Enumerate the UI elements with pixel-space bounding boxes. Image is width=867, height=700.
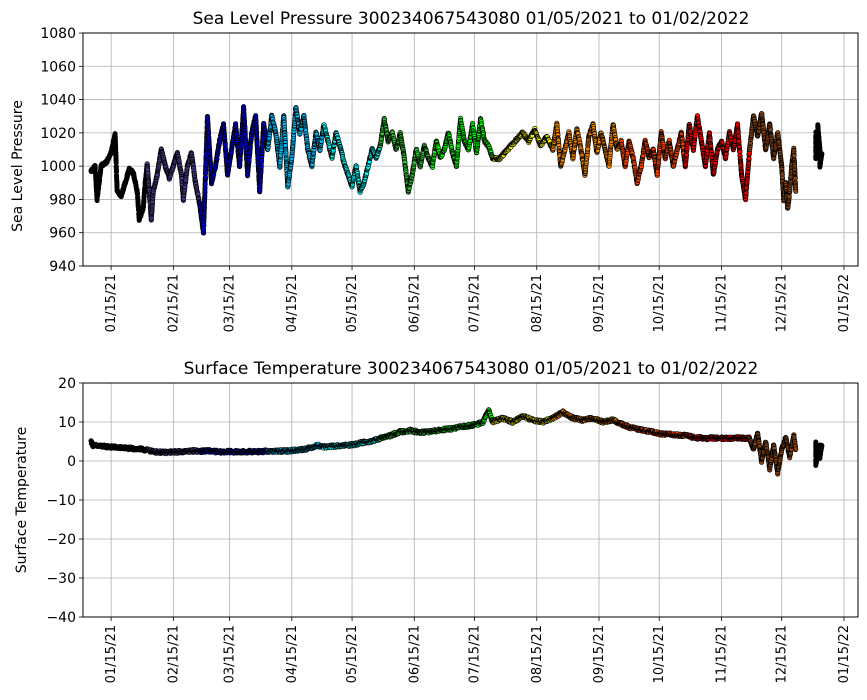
series-segment [429, 115, 496, 170]
series-segment [265, 105, 327, 190]
data-marks [88, 104, 825, 236]
series-segment [377, 116, 435, 195]
series-segment [550, 120, 624, 178]
series-segment [747, 111, 799, 211]
series-segment [490, 125, 556, 163]
sea-level-pressure-chart: Sea Level Pressure 300234067543080 01/05… [10, 9, 859, 332]
series-segment [144, 146, 203, 223]
series-segment [88, 131, 150, 223]
series-segment [618, 129, 688, 187]
y-axis-label: Sea Level Pressure [10, 100, 26, 232]
chart-title: Sea Level Pressure 300234067543080 01/05… [193, 9, 750, 29]
series-segment [197, 104, 271, 236]
series-segment [682, 113, 753, 203]
